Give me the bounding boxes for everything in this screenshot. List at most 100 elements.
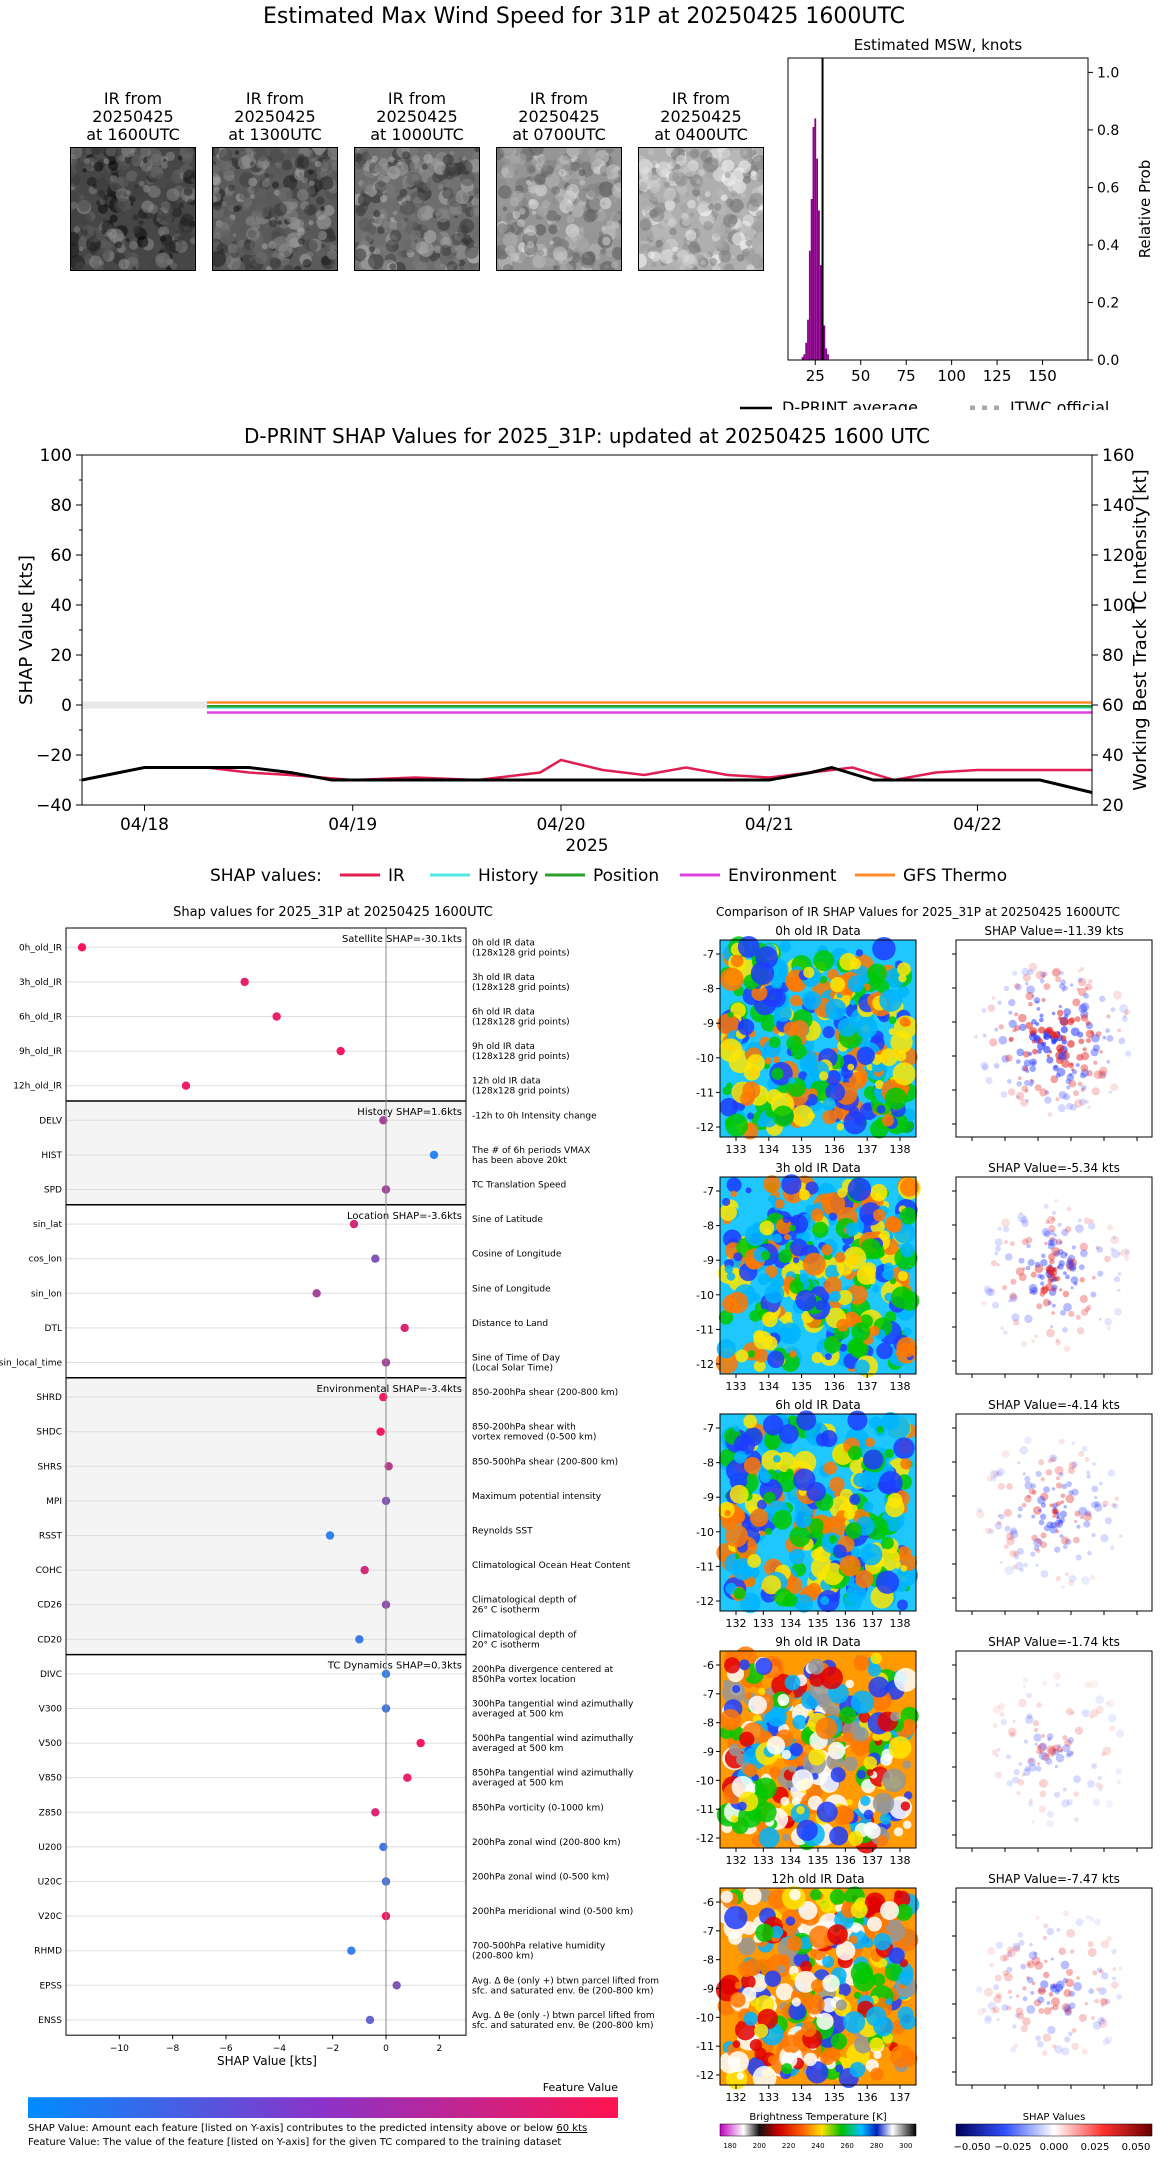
feature-name: U20C <box>38 1878 62 1888</box>
feature-description: Sine of Longitude <box>472 1284 551 1294</box>
ir-x-tick-label: 135 <box>808 1854 829 1867</box>
feature-name: DIVC <box>40 1670 62 1680</box>
ir-y-tick-label: -12 <box>696 1121 714 1134</box>
ir-x-tick-label: 133 <box>726 1380 747 1393</box>
feature-point <box>355 1635 364 1644</box>
feature-description: Cosine of Longitude <box>472 1250 562 1260</box>
ir-y-tick-label: -10 <box>696 1526 714 1539</box>
ir-panel-title: 0h old IR Data <box>775 924 861 938</box>
bt-colorbar-label: Brightness Temperature [K] <box>749 2112 886 2123</box>
shap-panel-image <box>956 1414 1152 1611</box>
tc-intensity-line <box>81 765 1093 794</box>
group-label: TC Dynamics SHAP=0.3kts <box>327 1661 462 1672</box>
legend-label-tc: TC Intensity <box>562 889 664 890</box>
bt-colorbar <box>719 2123 917 2137</box>
feature-description: Avg. Δ θe (only +) btwn parcel lifted fr… <box>472 1976 659 1996</box>
feature-name: 12h_old_IR <box>13 1082 62 1092</box>
series-line-ir <box>206 758 1092 782</box>
ir-x-tick-label: 134 <box>758 1380 779 1393</box>
group-label: Environmental SHAP=-3.4kts <box>317 1384 463 1395</box>
colorbar-title: Feature Value <box>543 2081 619 2094</box>
ir-x-tick-label: 136 <box>824 1143 845 1156</box>
feature-description: 200hPa zonal wind (200-800 km) <box>472 1838 621 1848</box>
feature-point <box>371 1254 380 1263</box>
feature-point <box>336 1046 345 1056</box>
group-label: Satellite SHAP=-30.1kts <box>342 934 462 945</box>
group-band <box>66 1377 466 1655</box>
histogram-x-tick-label: 100 <box>937 367 966 385</box>
y-tick-label: 40 <box>50 596 72 616</box>
y2-tick-label: 120 <box>1102 546 1134 566</box>
feature-point <box>379 1116 388 1125</box>
ir-y-tick-label: -12 <box>696 2069 714 2082</box>
x-tick-label: 0 <box>383 2044 389 2054</box>
feature-name: SHRD <box>36 1393 62 1403</box>
ir-y-tick-label: -11 <box>696 1323 714 1336</box>
histogram-x-tick-label: 50 <box>851 367 870 385</box>
feature-description: Avg. Δ θe (only -) btwn parcel lifted fr… <box>472 2011 655 2031</box>
ir-x-tick-label: 133 <box>726 1143 747 1156</box>
feature-name: V500 <box>39 1739 63 1749</box>
feature-description: 3h old IR data (128x128 grid points) <box>472 973 570 993</box>
ir-x-tick-label: 137 <box>862 1854 883 1867</box>
feature-name: sin_lat <box>33 1220 62 1230</box>
feature-point <box>325 1531 335 1540</box>
x-tick-label: 04/20 <box>536 815 585 835</box>
group-band <box>66 1101 466 1205</box>
ir-y-tick-label: -7 <box>703 948 714 961</box>
feature-name: sin_local_time <box>0 1359 62 1369</box>
histogram-bar <box>810 198 813 360</box>
feature-name: CD20 <box>37 1635 62 1645</box>
y2-tick-label: 140 <box>1102 496 1134 516</box>
histogram-y-tick-label: 0.2 <box>1097 295 1119 311</box>
legend-title: SHAP values: <box>210 866 322 886</box>
feature-point <box>312 1289 321 1298</box>
feature-description: Maximum potential intensity <box>472 1492 602 1502</box>
feature-description: 850-200hPa shear with vortex removed (0-5… <box>472 1423 596 1443</box>
histogram-bar <box>814 118 817 361</box>
ir-x-tick-label: 135 <box>791 1143 812 1156</box>
feature-description: 12h old IR data (128x128 grid points) <box>472 1077 570 1097</box>
legend-label: IR <box>388 866 405 886</box>
histogram-y-label: Relative Prob <box>1136 160 1154 259</box>
ir-panel-image <box>716 1410 919 1614</box>
ir-thumbnail-image <box>638 147 764 271</box>
legend-label: Position <box>593 866 659 886</box>
feature-name: SPD <box>44 1186 62 1196</box>
feature-name: ENSS <box>38 2016 62 2026</box>
shap-timeseries-chart: D-PRINT SHAP Values for 2025_31P: update… <box>16 424 1151 890</box>
feature-name: CD26 <box>37 1601 62 1611</box>
shap-value-note: SHAP Value: Amount each feature [listed … <box>28 2123 588 2134</box>
ir-x-tick-label: 134 <box>780 1854 801 1867</box>
feature-point <box>371 1808 380 1817</box>
x-tick-label: 04/18 <box>120 815 169 835</box>
feature-description: Climatological Ocean Heat Content <box>472 1561 631 1571</box>
x-tick-label: 04/21 <box>745 815 794 835</box>
y2-tick-label: 100 <box>1102 596 1134 616</box>
ir-y-tick-label: -12 <box>696 1358 714 1371</box>
shap-panel-title: SHAP Value=-7.47 kts <box>988 1872 1120 1886</box>
ir-x-tick-label: 138 <box>890 1143 911 1156</box>
feature-description: 200hPa meridional wind (0-500 km) <box>472 1907 633 1917</box>
shap-panel-title: SHAP Value=-11.39 kts <box>984 924 1123 938</box>
feature-name: HIST <box>41 1151 62 1161</box>
timeseries-frame <box>81 454 1093 806</box>
feature-description: Sine of Time of Day (Local Solar Time) <box>472 1354 561 1374</box>
ir-panel-title: 12h old IR Data <box>771 1872 864 1886</box>
ir-panel-image <box>716 1646 919 1854</box>
ir-y-tick-label: -11 <box>696 2040 714 2053</box>
feature-point <box>416 1738 425 1748</box>
feature-description: 0h old IR data (128x128 grid points) <box>472 938 570 958</box>
feature-description: Reynolds SST <box>472 1527 533 1537</box>
ir-x-tick-label: 138 <box>890 1617 911 1630</box>
y2-tick-label: 20 <box>1102 796 1124 816</box>
shap-panel-image <box>956 1651 1152 1848</box>
shap-panel-image <box>956 1177 1152 1374</box>
y2-tick-label: 160 <box>1102 446 1134 466</box>
feature-name: 9h_old_IR <box>19 1047 62 1057</box>
ir-y-tick-label: -8 <box>703 1717 714 1730</box>
feature-description: 850hPa tangential wind azimuthally averag… <box>472 1769 634 1789</box>
x-tick-label: −8 <box>166 2044 180 2054</box>
x-tick-label: −2 <box>326 2044 339 2054</box>
ir-x-tick-label: 136 <box>857 2091 878 2104</box>
